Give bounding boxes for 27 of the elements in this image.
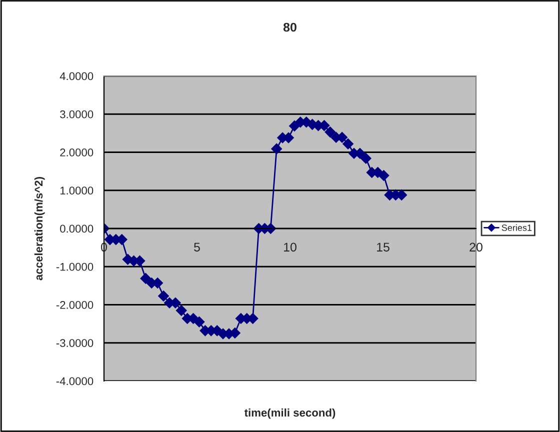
x-tick-label: 10 [284, 242, 296, 252]
x-tick-label: 15 [377, 242, 390, 252]
point [378, 170, 390, 181]
y-tick-label: 0.0000 [60, 224, 94, 233]
point [271, 143, 282, 154]
point [158, 290, 169, 302]
y-tick-label: 3.0000 [60, 110, 94, 118]
y-tick-label: 1.0000 [60, 186, 94, 195]
y-axis-title: acceleration(m/s^2) [34, 177, 45, 280]
chart-title: 80 [283, 22, 296, 32]
x-tick-label: 20 [470, 242, 482, 252]
y-tick-label: 2.0000 [60, 148, 94, 156]
x-tick-label: 5 [194, 242, 200, 252]
point [176, 305, 187, 316]
point [360, 152, 372, 164]
legend-label: Series1 [502, 224, 532, 231]
x-axis-title: time(mili second) [244, 408, 336, 419]
y-tick-label: -2.0000 [56, 301, 94, 309]
y-tick-label: -4.0000 [56, 377, 94, 386]
point [289, 120, 300, 132]
point [140, 273, 152, 284]
point [194, 316, 205, 328]
y-tick-label: -1.0000 [56, 262, 94, 271]
y-tick-label: -3.0000 [56, 339, 94, 348]
point [324, 126, 336, 138]
point [342, 138, 354, 150]
y-tick-label: 4.0000 [60, 72, 94, 80]
